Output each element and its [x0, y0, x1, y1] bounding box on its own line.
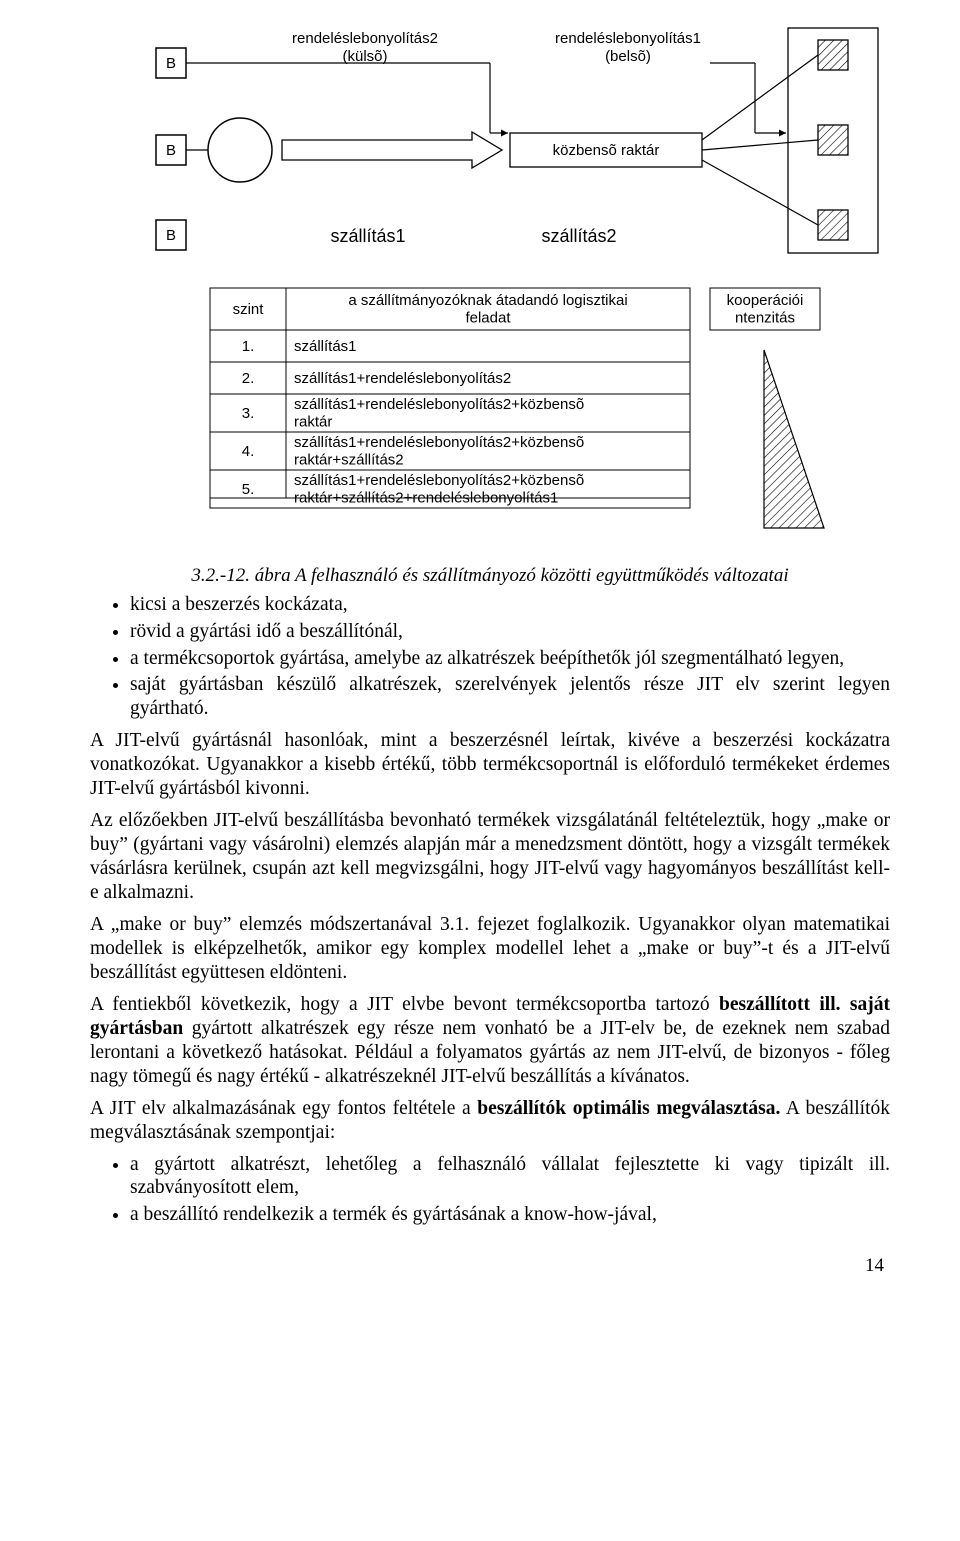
page-number: 14: [90, 1255, 890, 1277]
svg-text:szállítás1: szállítás1: [294, 338, 357, 355]
list-item: kicsi a beszerzés kockázata,: [130, 593, 890, 617]
svg-text:közbensõ raktár: közbensõ raktár: [553, 142, 660, 159]
svg-text:4.: 4.: [242, 443, 255, 460]
svg-text:3.: 3.: [242, 405, 255, 422]
body-paragraph: Az előzőekben JIT-elvű beszállításba bev…: [90, 809, 890, 905]
svg-text:szállítás1+rendeléslebonyolítá: szállítás1+rendeléslebonyolítás2+közbens…: [294, 434, 584, 468]
svg-text:szint: szint: [233, 301, 265, 318]
svg-text:B: B: [166, 227, 176, 244]
svg-text:rendeléslebonyolítás2: rendeléslebonyolítás2: [292, 30, 438, 47]
body-paragraph: A JIT-elvű gyártásnál hasonlóak, mint a …: [90, 729, 890, 801]
svg-text:5.: 5.: [242, 481, 255, 498]
body-paragraph: A „make or buy” elemzés módszertanával 3…: [90, 913, 890, 985]
svg-text:szállítás1+rendeléslebonyolítá: szállítás1+rendeléslebonyolítás2+közbens…: [294, 472, 584, 506]
svg-text:(belsõ): (belsõ): [605, 48, 651, 65]
svg-text:a szállítmányozóknak átadandó: a szállítmányozóknak átadandó logisztika…: [348, 292, 627, 326]
paragraph-bold-1: A fentiekből következik, hogy a JIT elvb…: [90, 993, 890, 1089]
bullet-list-1: kicsi a beszerzés kockázata, rövid a gyár…: [90, 593, 890, 721]
paragraph-bold-2: A JIT elv alkalmazásának egy fontos felt…: [90, 1097, 890, 1145]
svg-text:szállítás2: szállítás2: [541, 226, 616, 246]
text-span: A JIT elv alkalmazásának egy fontos felt…: [90, 1098, 477, 1119]
figure-caption: 3.2.-12. ábra A felhasználó és szállítmá…: [90, 565, 890, 587]
list-item: a beszállító rendelkezik a termék és gyá…: [130, 1203, 890, 1227]
text-span: A fentiekből következik, hogy a JIT elvb…: [90, 994, 719, 1015]
svg-text:1.: 1.: [242, 338, 255, 355]
svg-text:B: B: [166, 142, 176, 159]
list-item: saját gyártásban készülő alkatrészek, sz…: [130, 673, 890, 721]
svg-text:rendeléslebonyolítás1: rendeléslebonyolítás1: [555, 30, 701, 47]
list-item: a termékcsoportok gyártása, amelybe az a…: [130, 647, 890, 671]
svg-text:szállítás1+rendeléslebonyolítá: szállítás1+rendeléslebonyolítás2: [294, 370, 511, 387]
svg-text:szállítás1: szállítás1: [330, 226, 405, 246]
svg-text:szállítás1+rendeléslebonyolítá: szállítás1+rendeléslebonyolítás2+közbens…: [294, 396, 584, 430]
svg-text:kooperációintenzitás: kooperációintenzitás: [727, 292, 804, 326]
bullet-list-2: a gyártott alkatrészt, lehetőleg a felha…: [90, 1153, 890, 1227]
svg-text:B: B: [166, 55, 176, 72]
bold-span: beszállítók optimális megválasztása.: [477, 1098, 780, 1119]
svg-text:2.: 2.: [242, 370, 255, 387]
flow-diagram: BBBrendeléslebonyolítás2(külsõ)rendelésl…: [90, 20, 890, 545]
list-item: a gyártott alkatrészt, lehetőleg a felha…: [130, 1153, 890, 1201]
list-item: rövid a gyártási idő a beszállítónál,: [130, 620, 890, 644]
text-span: gyártott alkatrészek egy része nem vonha…: [90, 1018, 890, 1087]
